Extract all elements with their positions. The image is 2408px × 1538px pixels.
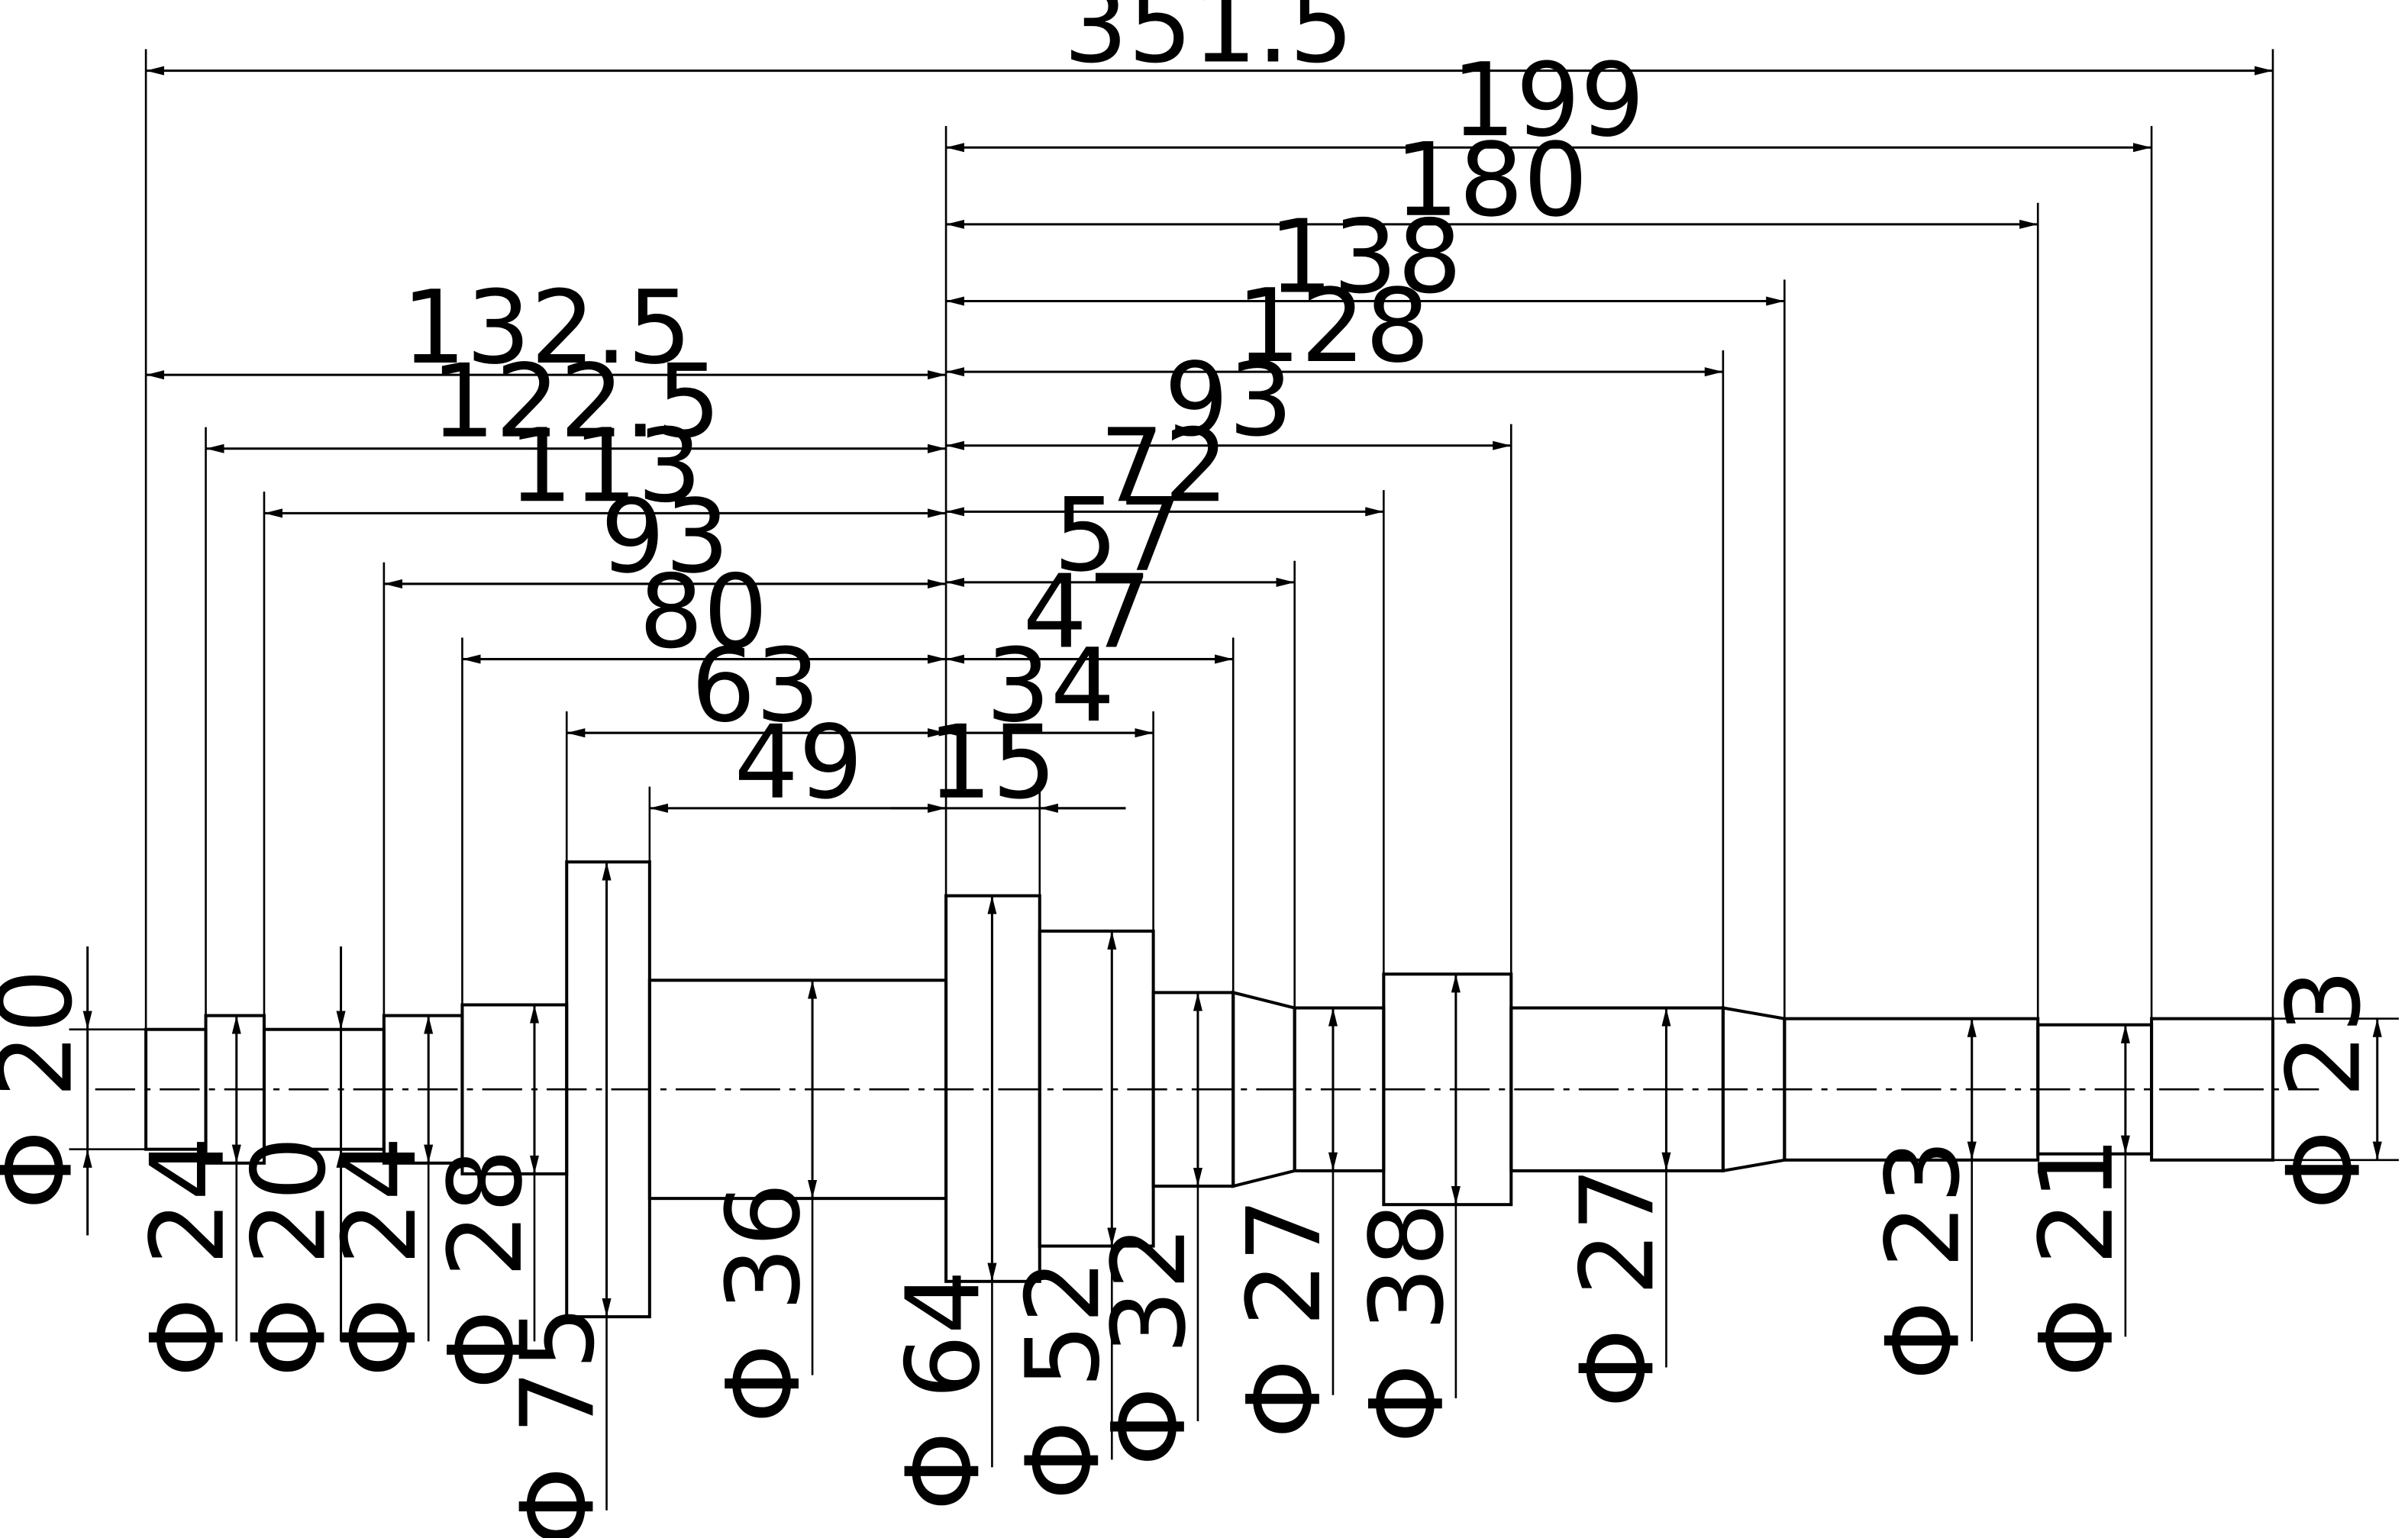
dim-left-length: 80 (639, 553, 768, 671)
leader-lines (235, 1153, 2127, 1511)
diameter-label: Φ 21 (2019, 1137, 2136, 1378)
diameter-dimension-lines (231, 862, 2382, 1317)
diameter-label: Φ 75 (499, 1305, 617, 1538)
dim-right-length: 128 (1236, 268, 1429, 385)
dim-right-length: 47 (1023, 553, 1152, 671)
diameter-label: Φ 36 (705, 1182, 823, 1424)
dim-right-length: 72 (1099, 408, 1228, 525)
diameter-label: Φ 24 (321, 1137, 439, 1378)
dim-overall-length: 351.5 (1064, 0, 1354, 86)
dim-right-length: 199 (1451, 42, 1645, 160)
diameter-label: Φ 27 (1226, 1198, 1344, 1439)
dim-left-length: 132.5 (402, 269, 692, 387)
diameter-label: Φ 28 (428, 1149, 545, 1390)
length-dimension-lines (146, 66, 2273, 813)
outside-arrow-dims (82, 946, 346, 1342)
dim-left-length: 49 (734, 705, 863, 822)
diameter-label: Φ 23 (1865, 1140, 1983, 1381)
dim-left-length: 63 (691, 627, 820, 745)
dim-right-length: 138 (1269, 198, 1462, 316)
dim-right-length: 93 (1164, 342, 1293, 459)
dim-right-length: 57 (1054, 477, 1183, 595)
diameter-label: Φ 20 (0, 969, 95, 1210)
dim-left-length: 93 (601, 479, 730, 596)
dim-right-length: 34 (986, 627, 1115, 745)
dim-right-length: 15 (928, 705, 1057, 822)
diameter-label: Φ 32 (1091, 1225, 1209, 1466)
dim-right-length: 180 (1394, 122, 1587, 240)
diameter-label: Φ 27 (1559, 1167, 1677, 1408)
diameter-labels: Φ 20 Φ 24 Φ 20 Φ 24 Φ 28 Φ 75 Φ 36 Φ 64 … (0, 969, 2384, 1538)
diameter-label: Φ 20 (231, 1137, 348, 1378)
length-dimension-texts: 351.5 199 180 138 128 93 72 57 47 34 15 … (402, 0, 1645, 822)
diameter-label: Φ 38 (1349, 1202, 1467, 1443)
diameter-label: Φ 52 (1005, 1259, 1122, 1501)
diameter-label: Φ 64 (885, 1270, 1002, 1511)
dim-left-length: 122.5 (431, 343, 721, 461)
diameter-label: Φ 24 (130, 1137, 247, 1378)
diameter-label: Φ 23 (2266, 969, 2384, 1210)
dim-left-length: 113 (508, 408, 702, 525)
